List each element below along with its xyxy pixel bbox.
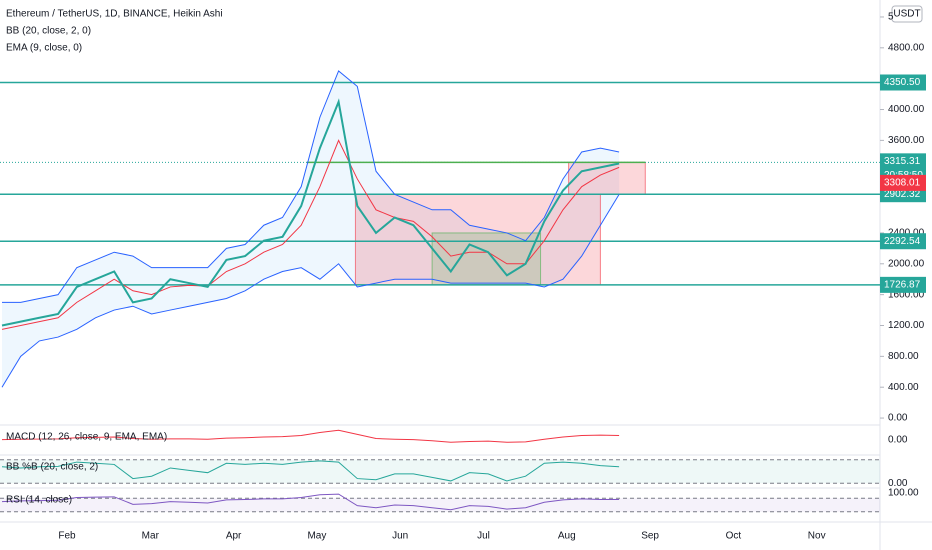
last-price-label: 3315.31: [884, 156, 921, 167]
bb-upper: [2, 70, 620, 303]
x-tick-label: Oct: [726, 531, 742, 542]
currency: USDT: [893, 9, 920, 20]
indicator-label: BB (20, close, 2, 0): [6, 26, 91, 37]
y-tick-label: 800.00: [888, 351, 919, 362]
y-tick-label: 2000.00: [888, 258, 925, 269]
level-label: 2292.54: [884, 236, 921, 247]
indicator-label: EMA (9, close, 0): [6, 43, 82, 54]
currency-box[interactable]: [891, 5, 923, 23]
level-label: 1726.87: [884, 280, 921, 291]
band: [0, 498, 880, 512]
x-tick-label: Feb: [58, 531, 76, 542]
x-tick-label: Apr: [226, 531, 242, 542]
ema-line: [1, 139, 620, 330]
chart-title: Ethereum / TetherUS, 1D, BINANCE, Heikin…: [6, 9, 223, 20]
y-tick-label: 0.00: [888, 413, 908, 424]
y-tick-label: 2400.00: [888, 228, 925, 239]
pane-label: RSI (14, close): [6, 495, 72, 506]
pane-tick-label: 0.00: [888, 435, 908, 446]
x-tick-label: Aug: [558, 531, 576, 542]
level-tag: [880, 233, 926, 250]
x-tick-label: May: [307, 531, 326, 542]
y-tick-label: 400.00: [888, 382, 919, 393]
y-tick-label: 5: [888, 12, 894, 23]
x-tick-label: Mar: [142, 531, 160, 542]
range-box: [568, 161, 646, 195]
x-tick-label: Nov: [808, 531, 826, 542]
band: [0, 459, 880, 484]
x-tick-label: Jul: [477, 531, 490, 542]
y-tick-label: 4800.00: [888, 42, 925, 53]
prev-close-tag: [880, 174, 926, 191]
price-line: [1, 98, 620, 327]
pane-tick-label: 0.00: [888, 478, 908, 489]
y-tick-label: 1200.00: [888, 320, 925, 331]
pane-label: MACD (12, 26, close, 9, EMA, EMA): [6, 432, 167, 443]
pane-tick-label: 100.00: [888, 488, 919, 499]
level-tag: [880, 276, 926, 293]
y-tick-label: 1600.00: [888, 289, 925, 300]
indicator-line: [1, 429, 620, 443]
prev-close-label: 3308.01: [884, 178, 921, 189]
x-tick-label: Jun: [392, 531, 408, 542]
indicator-line: [1, 493, 620, 511]
bb-lower: [1, 194, 620, 388]
y-tick-label: 3600.00: [888, 135, 925, 146]
indicator-line: [1, 460, 620, 482]
y-tick-label: 4000.00: [888, 104, 925, 115]
level-tag: [880, 74, 926, 91]
range-box: [354, 193, 601, 286]
bb-fill: [2, 70, 620, 388]
pane-label: BB %B (20, close, 2): [6, 462, 98, 473]
level-label: 4350.50: [884, 77, 921, 88]
x-tick-label: Sep: [641, 531, 659, 542]
level-label: 2902.32: [884, 189, 921, 200]
